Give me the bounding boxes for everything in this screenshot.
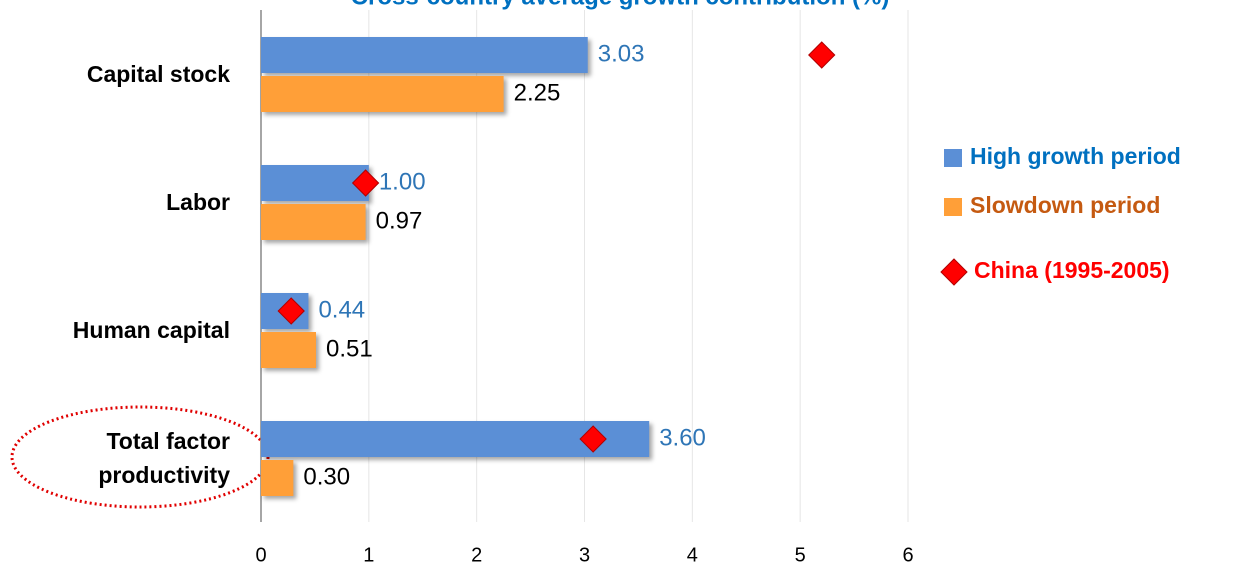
value-label: 3.03	[598, 40, 645, 67]
china-marker	[579, 425, 607, 453]
bar	[261, 165, 369, 201]
y-tick-label: Labor	[166, 189, 230, 215]
bar	[261, 332, 316, 368]
bar	[261, 460, 294, 496]
x-tick-label: 5	[795, 544, 806, 566]
legend-marker	[944, 198, 962, 216]
value-label: 3.60	[659, 424, 706, 451]
china-marker	[277, 297, 305, 325]
value-label: 0.97	[376, 207, 423, 234]
bar	[261, 204, 366, 240]
bar	[261, 37, 588, 73]
china-marker	[351, 169, 380, 197]
chart-title: Cross-country average growth contributio…	[351, 0, 890, 10]
x-tick-label: 1	[363, 544, 374, 566]
legend-label: High growth period	[970, 143, 1181, 169]
value-label: 1.00	[379, 168, 426, 195]
bar	[261, 76, 504, 112]
value-label: 0.44	[318, 296, 365, 323]
value-label: 0.51	[326, 335, 373, 362]
x-tick-label: 2	[471, 544, 482, 566]
y-tick-label: Human capital	[72, 317, 230, 343]
china-marker	[808, 41, 836, 69]
x-tick-label: 4	[687, 544, 698, 566]
value-label: 2.25	[514, 79, 561, 106]
y-tick-label: Total factor productivity	[98, 428, 230, 488]
legend-marker	[940, 258, 968, 286]
y-tick-label: Capital stock	[86, 61, 230, 87]
legend-label: Slowdown period	[970, 192, 1160, 218]
legend-label: China (1995-2005)	[974, 257, 1170, 283]
x-tick-label: 0	[255, 544, 266, 566]
x-tick-label: 3	[579, 544, 590, 566]
value-label: 0.30	[303, 463, 350, 490]
legend-marker	[944, 149, 962, 167]
x-tick-label: 6	[902, 544, 913, 566]
